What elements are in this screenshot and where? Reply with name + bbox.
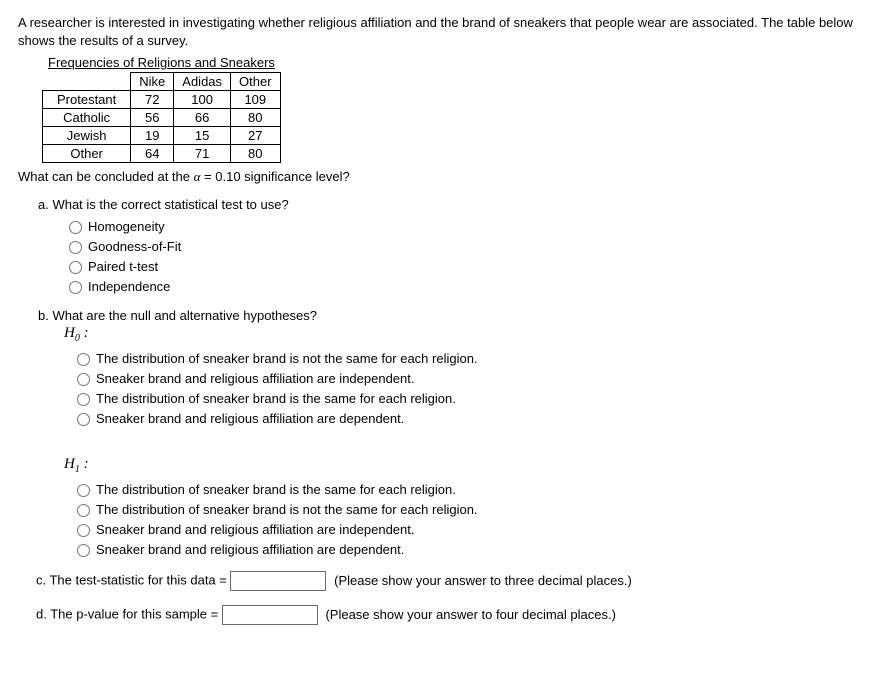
part-d-label: d. The p-value for this sample = (36, 607, 222, 622)
part-d: d. The p-value for this sample = (Please… (36, 605, 854, 625)
frequency-table: Nike Adidas Other Protestant 72 100 109 … (42, 72, 281, 163)
option-text: Sneaker brand and religious affiliation … (96, 542, 404, 557)
radio-h1-opt2[interactable] (77, 504, 90, 517)
option-text: Homogeneity (88, 219, 165, 234)
cell: 15 (174, 127, 231, 145)
cell: 100 (174, 91, 231, 109)
option-text: Paired t-test (88, 259, 158, 274)
cell: 19 (131, 127, 174, 145)
test-statistic-input[interactable] (230, 571, 326, 591)
part-a-label: a. What is the correct statistical test … (38, 197, 289, 212)
col-header: Adidas (174, 73, 231, 91)
option-row: Sneaker brand and religious affiliation … (72, 410, 854, 426)
radio-h0-opt3[interactable] (77, 393, 90, 406)
radio-paired-t-test[interactable] (69, 261, 82, 274)
table-row: Jewish 19 15 27 (43, 127, 281, 145)
cell: 66 (174, 109, 231, 127)
option-row: The distribution of sneaker brand is the… (72, 390, 854, 406)
radio-homogeneity[interactable] (69, 221, 82, 234)
cell: 64 (131, 145, 174, 163)
option-row: Sneaker brand and religious affiliation … (72, 370, 854, 386)
option-text: The distribution of sneaker brand is not… (96, 351, 478, 366)
radio-h0-opt2[interactable] (77, 373, 90, 386)
radio-goodness-of-fit[interactable] (69, 241, 82, 254)
cell: 71 (174, 145, 231, 163)
cell: 27 (231, 127, 281, 145)
intro-text: A researcher is interested in investigat… (18, 14, 854, 49)
option-text: Sneaker brand and religious affiliation … (96, 411, 404, 426)
col-header: Other (231, 73, 281, 91)
option-text: The distribution of sneaker brand is the… (96, 482, 456, 497)
radio-h1-opt3[interactable] (77, 524, 90, 537)
h0-letter: H (64, 325, 75, 341)
option-text: Independence (88, 279, 170, 294)
h1-letter: H (64, 456, 75, 472)
col-header: Nike (131, 73, 174, 91)
radio-h1-opt4[interactable] (77, 544, 90, 557)
option-row: Sneaker brand and religious affiliation … (72, 521, 854, 537)
table-title: Frequencies of Religions and Sneakers (48, 55, 854, 70)
radio-h1-opt1[interactable] (77, 484, 90, 497)
option-text: Goodness-of-Fit (88, 239, 181, 254)
option-row: Homogeneity (64, 218, 854, 234)
option-text: Sneaker brand and religious affiliation … (96, 522, 415, 537)
table-row: Catholic 56 66 80 (43, 109, 281, 127)
cell: 109 (231, 91, 281, 109)
stem-mid: = 0.10 significance level? (200, 169, 349, 184)
stem-pre: What can be concluded at the (18, 169, 194, 184)
cell: 72 (131, 91, 174, 109)
part-d-hint: (Please show your answer to four decimal… (325, 607, 615, 622)
h1-colon: : (80, 456, 89, 472)
cell: 56 (131, 109, 174, 127)
row-label: Other (43, 145, 131, 163)
part-c: c. The test-statistic for this data = (P… (36, 571, 854, 591)
radio-h0-opt4[interactable] (77, 413, 90, 426)
row-label: Jewish (43, 127, 131, 145)
option-row: Paired t-test (64, 258, 854, 274)
h1-label: H1 : (64, 456, 854, 475)
cell: 80 (231, 145, 281, 163)
option-row: The distribution of sneaker brand is the… (72, 481, 854, 497)
table-corner (43, 73, 131, 91)
h0-colon: : (80, 325, 89, 341)
option-text: Sneaker brand and religious affiliation … (96, 371, 415, 386)
part-c-label: c. The test-statistic for this data = (36, 573, 230, 588)
table-row: Other 64 71 80 (43, 145, 281, 163)
table-row: Protestant 72 100 109 (43, 91, 281, 109)
option-text: The distribution of sneaker brand is the… (96, 391, 456, 406)
p-value-input[interactable] (222, 605, 318, 625)
radio-h0-opt1[interactable] (77, 353, 90, 366)
row-label: Catholic (43, 109, 131, 127)
option-row: Independence (64, 278, 854, 294)
option-row: The distribution of sneaker brand is not… (72, 501, 854, 517)
option-text: The distribution of sneaker brand is not… (96, 502, 478, 517)
radio-independence[interactable] (69, 281, 82, 294)
part-b: b. What are the null and alternative hyp… (38, 308, 854, 557)
h0-label: H0 : (64, 325, 854, 344)
part-c-hint: (Please show your answer to three decima… (334, 573, 632, 588)
part-b-label: b. What are the null and alternative hyp… (38, 308, 317, 323)
question-stem: What can be concluded at the α = 0.10 si… (18, 169, 854, 185)
option-row: The distribution of sneaker brand is not… (72, 350, 854, 366)
option-row: Sneaker brand and religious affiliation … (72, 541, 854, 557)
option-row: Goodness-of-Fit (64, 238, 854, 254)
cell: 80 (231, 109, 281, 127)
row-label: Protestant (43, 91, 131, 109)
part-a: a. What is the correct statistical test … (38, 197, 854, 294)
